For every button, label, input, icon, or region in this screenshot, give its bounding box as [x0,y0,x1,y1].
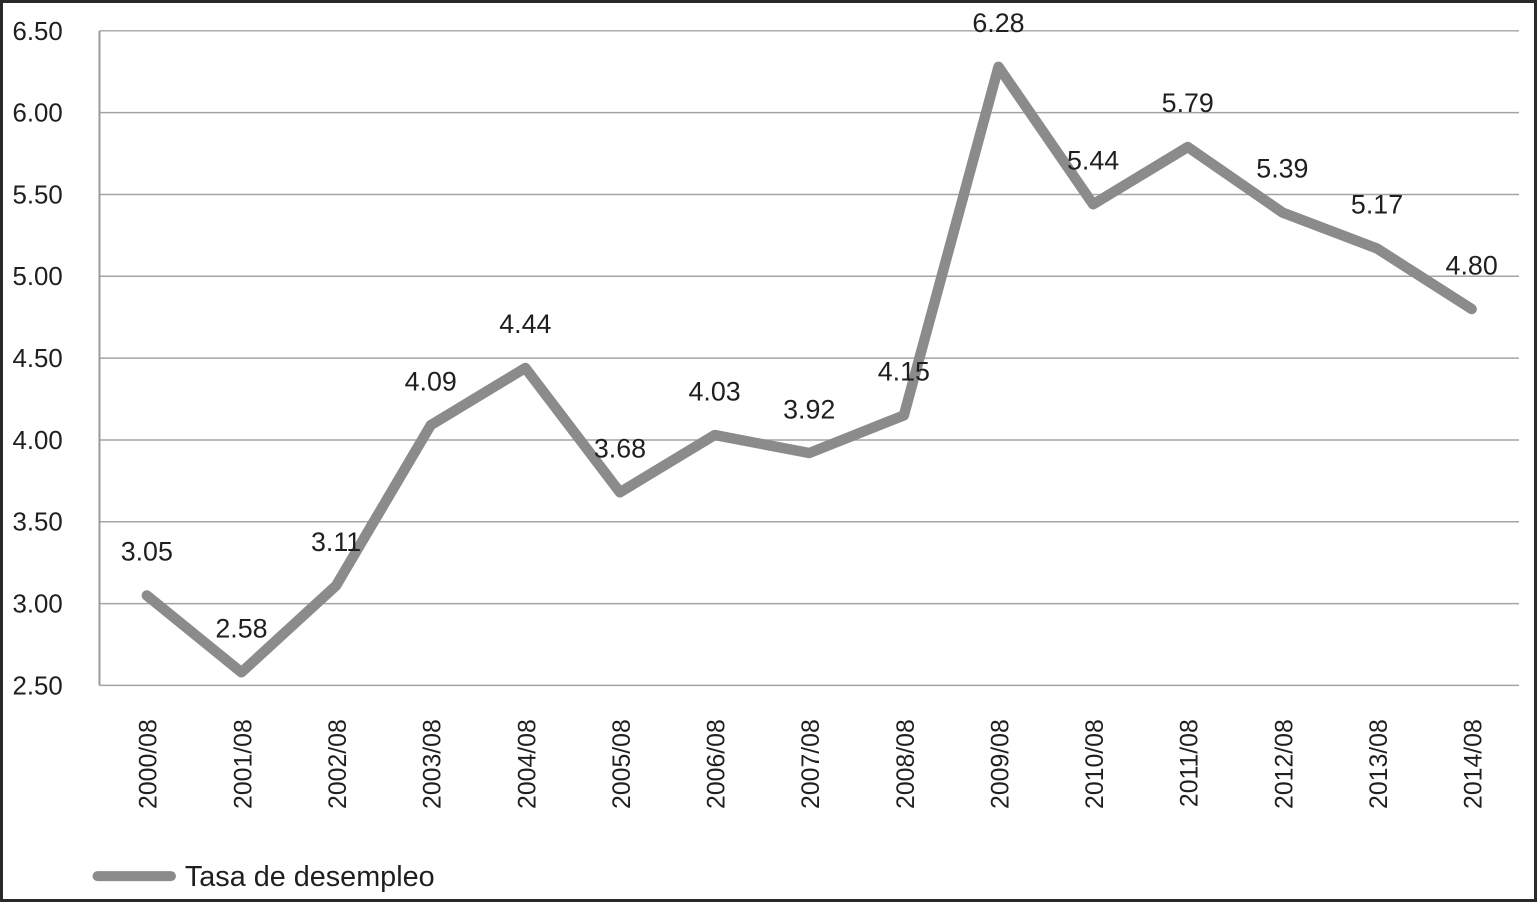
y-tick-label: 3.50 [12,509,62,537]
gridlines [99,30,1519,687]
y-axis-tick-labels: 2.50 3.00 3.50 4.00 4.50 5.00 5.50 6.00 6.50 [12,18,62,701]
data-label: 4.80 [1446,250,1498,280]
data-label: 5.39 [1256,154,1308,184]
x-tick-label: 2011/08 [1177,719,1204,807]
data-labels: 3.05 2.58 3.11 4.09 4.44 3.68 4.03 3.92 4.15 6.28… [121,8,1498,644]
y-tick-label: 5.50 [12,181,62,209]
data-label: 4.44 [499,309,551,339]
y-tick-label: 5.00 [12,263,62,291]
x-tick-label: 2013/08 [1366,719,1393,809]
y-tick-label: 2.50 [12,672,62,700]
data-label: 4.03 [689,376,741,406]
y-tick-label: 4.00 [12,427,62,455]
data-label: 3.92 [783,394,835,424]
y-tick-label: 6.50 [12,18,62,46]
x-tick-label: 2008/08 [893,719,920,809]
x-axis-tick-labels: 2000/08 2001/08 2002/08 2003/08 2004/08 2005/… [136,719,1488,809]
data-label: 5.44 [1067,146,1119,176]
data-label: 2.58 [215,614,267,644]
x-tick-label: 2002/08 [325,719,352,809]
data-label: 4.09 [405,366,457,396]
series-line-tasa-de-desempleo [141,61,1477,678]
data-label: 4.15 [878,357,930,387]
x-tick-label: 2010/08 [1082,719,1109,809]
y-tick-label: 4.50 [12,345,62,373]
x-tick-label: 2005/08 [609,719,636,809]
x-tick-label: 2012/08 [1271,719,1298,809]
x-tick-label: 2006/08 [704,719,731,809]
data-label: 3.05 [121,537,173,567]
legend: Tasa de desempleo [92,861,435,893]
data-label: 6.28 [972,8,1024,38]
unemployment-rate-line-chart: 2.50 3.00 3.50 4.00 4.50 5.00 5.50 6.00 6.50 2000… [12,8,1519,893]
data-label: 3.68 [594,434,646,464]
x-tick-label: 2014/08 [1461,719,1488,809]
y-tick-label: 6.00 [12,100,62,128]
data-label: 5.17 [1351,190,1403,220]
x-tick-label: 2000/08 [136,719,163,809]
legend-label: Tasa de desempleo [185,861,435,893]
y-tick-label: 3.00 [12,591,62,619]
x-tick-label: 2004/08 [514,719,541,809]
x-tick-label: 2001/08 [230,719,257,809]
data-label: 3.11 [311,527,361,557]
x-tick-label: 2003/08 [420,719,447,809]
data-label: 5.79 [1162,88,1214,118]
x-tick-label: 2009/08 [987,719,1014,809]
x-tick-label: 2007/08 [798,719,825,809]
